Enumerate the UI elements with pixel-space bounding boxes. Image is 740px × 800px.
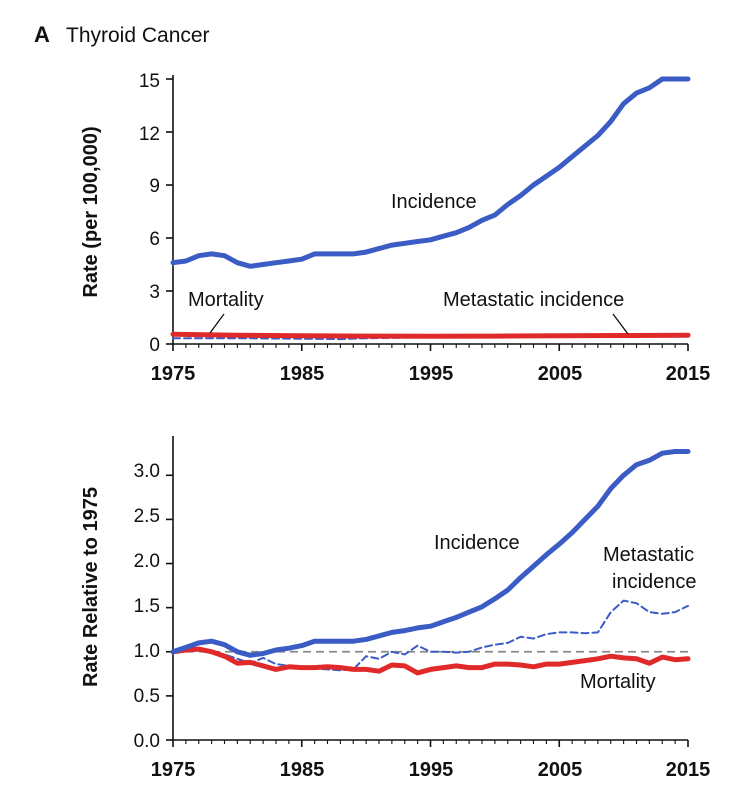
bottom-y-tick-label: 1.5 bbox=[134, 596, 160, 617]
bottom-y-tick-label: 0.5 bbox=[134, 686, 160, 707]
top-series-mortality bbox=[170, 331, 691, 339]
bottom-series-metastatic-incidence bbox=[172, 599, 689, 672]
top-x-tick-labels: 1975 1985 1995 2005 2015 bbox=[151, 363, 711, 385]
panel-letter: A bbox=[34, 22, 50, 47]
top-y-tick-label: 12 bbox=[139, 124, 160, 145]
top-x-tick-label: 1975 bbox=[151, 363, 196, 385]
top-series-incidence bbox=[170, 76, 691, 269]
bottom-series-mortality bbox=[170, 646, 691, 676]
bottom-metastatic-label-line1: Metastatic bbox=[603, 544, 694, 566]
top-x-tick-label: 2015 bbox=[666, 363, 711, 385]
bottom-series-lines bbox=[170, 449, 691, 676]
top-y-tick-label: 9 bbox=[149, 176, 160, 197]
top-metastatic-label: Metastatic incidence bbox=[443, 289, 624, 311]
bottom-metastatic-label-line2: incidence bbox=[612, 571, 697, 593]
top-mortality-label: Mortality bbox=[188, 289, 264, 311]
bottom-x-tick-label: 2015 bbox=[666, 759, 711, 781]
bottom-y-tick-label: 0.0 bbox=[134, 731, 160, 752]
bottom-y-tick-label: 2.5 bbox=[134, 506, 160, 527]
top-x-tick-label: 2005 bbox=[538, 363, 583, 385]
top-y-tick-label: 6 bbox=[149, 229, 160, 250]
bottom-incidence-label: Incidence bbox=[434, 532, 520, 554]
bottom-relative-chart: Rate Relative to 1975 0.0 0.5 1.0 1.5 2.… bbox=[80, 436, 710, 781]
top-x-tick-label: 1995 bbox=[409, 363, 454, 385]
top-mortality-leader bbox=[209, 313, 225, 334]
bottom-axes bbox=[166, 436, 689, 747]
bottom-x-tick-label: 1985 bbox=[280, 759, 325, 781]
bottom-x-tick-labels: 1975 1985 1995 2005 2015 bbox=[151, 759, 711, 781]
bottom-mortality-label: Mortality bbox=[580, 671, 656, 693]
bottom-y-tick-label: 1.0 bbox=[134, 641, 160, 662]
bottom-y-axis-title: Rate Relative to 1975 bbox=[80, 487, 102, 687]
bottom-annotations: Incidence Metastatic incidence Mortality bbox=[434, 532, 697, 693]
bottom-y-tick-label: 2.0 bbox=[134, 551, 160, 572]
top-series-lines bbox=[170, 76, 691, 341]
bottom-x-tick-label: 1975 bbox=[151, 759, 196, 781]
top-y-tick-label: 3 bbox=[149, 282, 160, 303]
top-axes bbox=[166, 75, 689, 351]
bottom-x-tick-label: 1995 bbox=[409, 759, 454, 781]
top-y-tick-label: 15 bbox=[139, 71, 160, 92]
top-incidence-label: Incidence bbox=[391, 191, 477, 213]
top-x-tick-label: 1985 bbox=[280, 363, 325, 385]
top-metastatic-leader bbox=[612, 313, 629, 335]
bottom-y-tick-labels: 0.0 0.5 1.0 1.5 2.0 2.5 3.0 bbox=[134, 461, 160, 752]
top-y-tick-label: 0 bbox=[149, 335, 160, 356]
top-annotations: Incidence Mortality Metastatic incidence bbox=[188, 191, 629, 335]
top-y-axis-title: Rate (per 100,000) bbox=[80, 126, 102, 297]
panel-title: Thyroid Cancer bbox=[66, 24, 210, 47]
top-rate-chart: Rate (per 100,000) 0 3 6 9 12 15 1975 19… bbox=[80, 71, 710, 385]
bottom-y-tick-label: 3.0 bbox=[134, 461, 160, 482]
bottom-series-incidence bbox=[170, 449, 691, 658]
bottom-x-tick-label: 2005 bbox=[538, 759, 583, 781]
top-y-tick-labels: 0 3 6 9 12 15 bbox=[139, 71, 160, 356]
